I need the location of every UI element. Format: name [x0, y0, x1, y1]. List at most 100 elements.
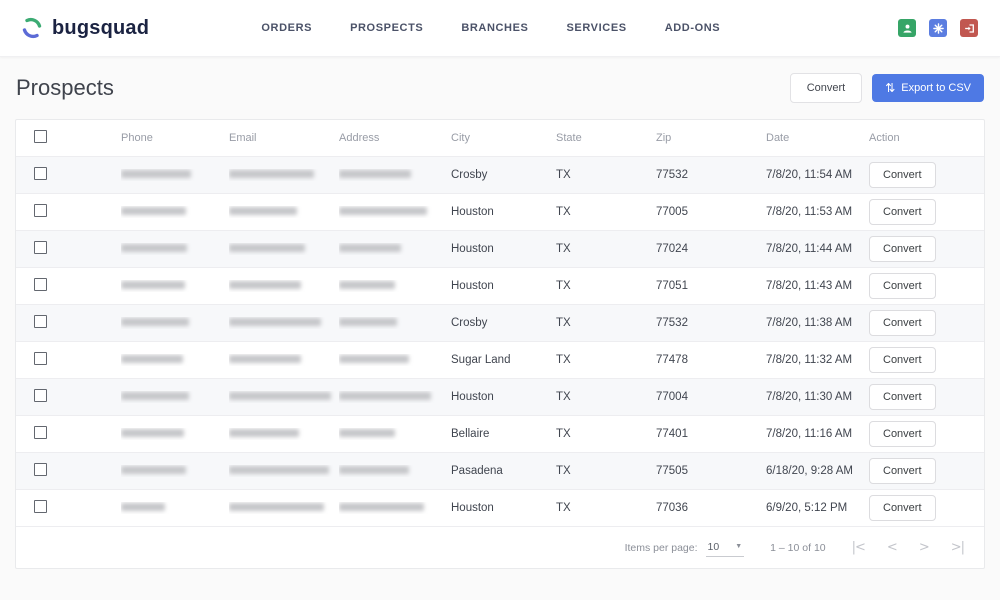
nav-item-add-ons[interactable]: ADD-ONS — [664, 22, 721, 34]
first-page-button[interactable]: |< — [851, 540, 866, 555]
redacted-address — [339, 280, 451, 292]
row-convert-button[interactable]: Convert — [869, 384, 936, 410]
state-cell: TX — [556, 280, 571, 292]
action-cell: Convert — [869, 273, 984, 299]
row-checkbox[interactable] — [34, 389, 47, 402]
date-cell: 7/8/20, 11:54 AM — [766, 169, 853, 181]
action-cell: Convert — [869, 162, 984, 188]
prospects-table: Phone Email Address City State Zip Date Action … — [15, 119, 985, 569]
row-convert-button[interactable]: Convert — [869, 310, 936, 336]
table-row: Houston TX 77024 7/8/20, 11:44 AM Convert — [16, 231, 984, 268]
row-convert-button[interactable]: Convert — [869, 199, 936, 225]
column-header-zip: Zip — [656, 132, 672, 144]
row-checkbox[interactable] — [34, 204, 47, 217]
redacted-phone — [121, 243, 229, 255]
redacted-email — [229, 317, 339, 329]
row-checkbox-cell — [16, 167, 121, 183]
state-cell: TX — [556, 206, 571, 218]
city-cell: Crosby — [451, 169, 488, 181]
row-convert-button[interactable]: Convert — [869, 347, 936, 373]
top-bar: bugsquad ORDERS PROSPECTS BRANCHES SERVICES… — [0, 0, 1000, 57]
row-checkbox-cell — [16, 500, 121, 516]
select-all-checkbox[interactable] — [34, 130, 47, 143]
date-cell: 6/9/20, 5:12 PM — [766, 502, 848, 514]
city-cell: Sugar Land — [451, 354, 511, 366]
city-cell: Houston — [451, 391, 494, 403]
row-checkbox[interactable] — [34, 315, 47, 328]
state-cell: TX — [556, 317, 571, 329]
redacted-address — [339, 317, 451, 329]
next-page-button[interactable]: > — [918, 540, 930, 555]
row-checkbox-cell — [16, 389, 121, 405]
state-cell: TX — [556, 354, 571, 366]
row-convert-button[interactable]: Convert — [869, 421, 936, 447]
export-to-csv-button[interactable]: ⇅ Export to CSV — [872, 74, 984, 102]
redacted-address — [339, 391, 451, 403]
nav-item-branches[interactable]: BRANCHES — [461, 22, 529, 34]
date-cell: 6/18/20, 9:28 AM — [766, 465, 853, 477]
redacted-email — [229, 502, 339, 514]
row-checkbox-cell — [16, 204, 121, 220]
date-cell: 7/8/20, 11:16 AM — [766, 428, 853, 440]
table-row: Bellaire TX 77401 7/8/20, 11:16 AM Convert — [16, 416, 984, 453]
redacted-address — [339, 428, 451, 440]
row-checkbox[interactable] — [34, 278, 47, 291]
top-icons — [898, 0, 978, 56]
action-cell: Convert — [869, 421, 984, 447]
items-per-page-select[interactable]: 10 ▼ — [705, 539, 745, 557]
redacted-phone — [121, 502, 229, 514]
table-row: Pasadena TX 77505 6/18/20, 9:28 AM Convert — [16, 453, 984, 490]
row-checkbox[interactable] — [34, 241, 47, 254]
table-header-row: Phone Email Address City State Zip Date Action — [16, 120, 984, 157]
row-checkbox[interactable] — [34, 500, 47, 513]
redacted-address — [339, 206, 451, 218]
row-convert-button[interactable]: Convert — [869, 458, 936, 484]
last-page-button[interactable]: >| — [950, 540, 965, 555]
column-header-date: Date — [766, 132, 790, 144]
gear-icon[interactable] — [929, 19, 947, 37]
previous-page-button[interactable]: < — [886, 540, 898, 555]
zip-cell: 77478 — [656, 354, 688, 366]
row-convert-button[interactable]: Convert — [869, 236, 936, 262]
row-checkbox-cell — [16, 278, 121, 294]
date-cell: 7/8/20, 11:53 AM — [766, 206, 853, 218]
action-cell: Convert — [869, 495, 984, 521]
table-row: Crosby TX 77532 7/8/20, 11:54 AM Convert — [16, 157, 984, 194]
table-row: Sugar Land TX 77478 7/8/20, 11:32 AM Convert — [16, 342, 984, 379]
state-cell: TX — [556, 465, 571, 477]
convert-button[interactable]: Convert — [789, 73, 863, 103]
table-row: Crosby TX 77532 7/8/20, 11:38 AM Convert — [16, 305, 984, 342]
row-checkbox[interactable] — [34, 352, 47, 365]
date-cell: 7/8/20, 11:30 AM — [766, 391, 853, 403]
row-checkbox[interactable] — [34, 167, 47, 180]
action-cell: Convert — [869, 236, 984, 262]
city-cell: Crosby — [451, 317, 488, 329]
header-checkbox-cell — [16, 130, 121, 146]
nav-item-services[interactable]: SERVICES — [566, 22, 627, 34]
city-cell: Houston — [451, 243, 494, 255]
bugsquad-logo-icon — [22, 17, 42, 39]
brand-logo[interactable]: bugsquad — [20, 16, 149, 40]
row-convert-button[interactable]: Convert — [869, 273, 936, 299]
user-icon[interactable] — [898, 19, 916, 37]
zip-cell: 77532 — [656, 317, 688, 329]
logout-icon[interactable] — [960, 19, 978, 37]
column-header-action: Action — [869, 132, 900, 144]
row-convert-button[interactable]: Convert — [869, 495, 936, 521]
action-cell: Convert — [869, 199, 984, 225]
state-cell: TX — [556, 502, 571, 514]
row-convert-button[interactable]: Convert — [869, 162, 936, 188]
row-checkbox[interactable] — [34, 463, 47, 476]
nav-item-prospects[interactable]: PROSPECTS — [350, 22, 424, 34]
table-row: Houston TX 77051 7/8/20, 11:43 AM Convert — [16, 268, 984, 305]
zip-cell: 77532 — [656, 169, 688, 181]
redacted-email — [229, 428, 339, 440]
action-cell: Convert — [869, 458, 984, 484]
state-cell: TX — [556, 428, 571, 440]
row-checkbox[interactable] — [34, 426, 47, 439]
state-cell: TX — [556, 391, 571, 403]
nav-item-orders[interactable]: ORDERS — [261, 22, 313, 34]
chevron-down-icon: ▼ — [735, 543, 743, 550]
date-cell: 7/8/20, 11:44 AM — [766, 243, 853, 255]
zip-cell: 77024 — [656, 243, 688, 255]
